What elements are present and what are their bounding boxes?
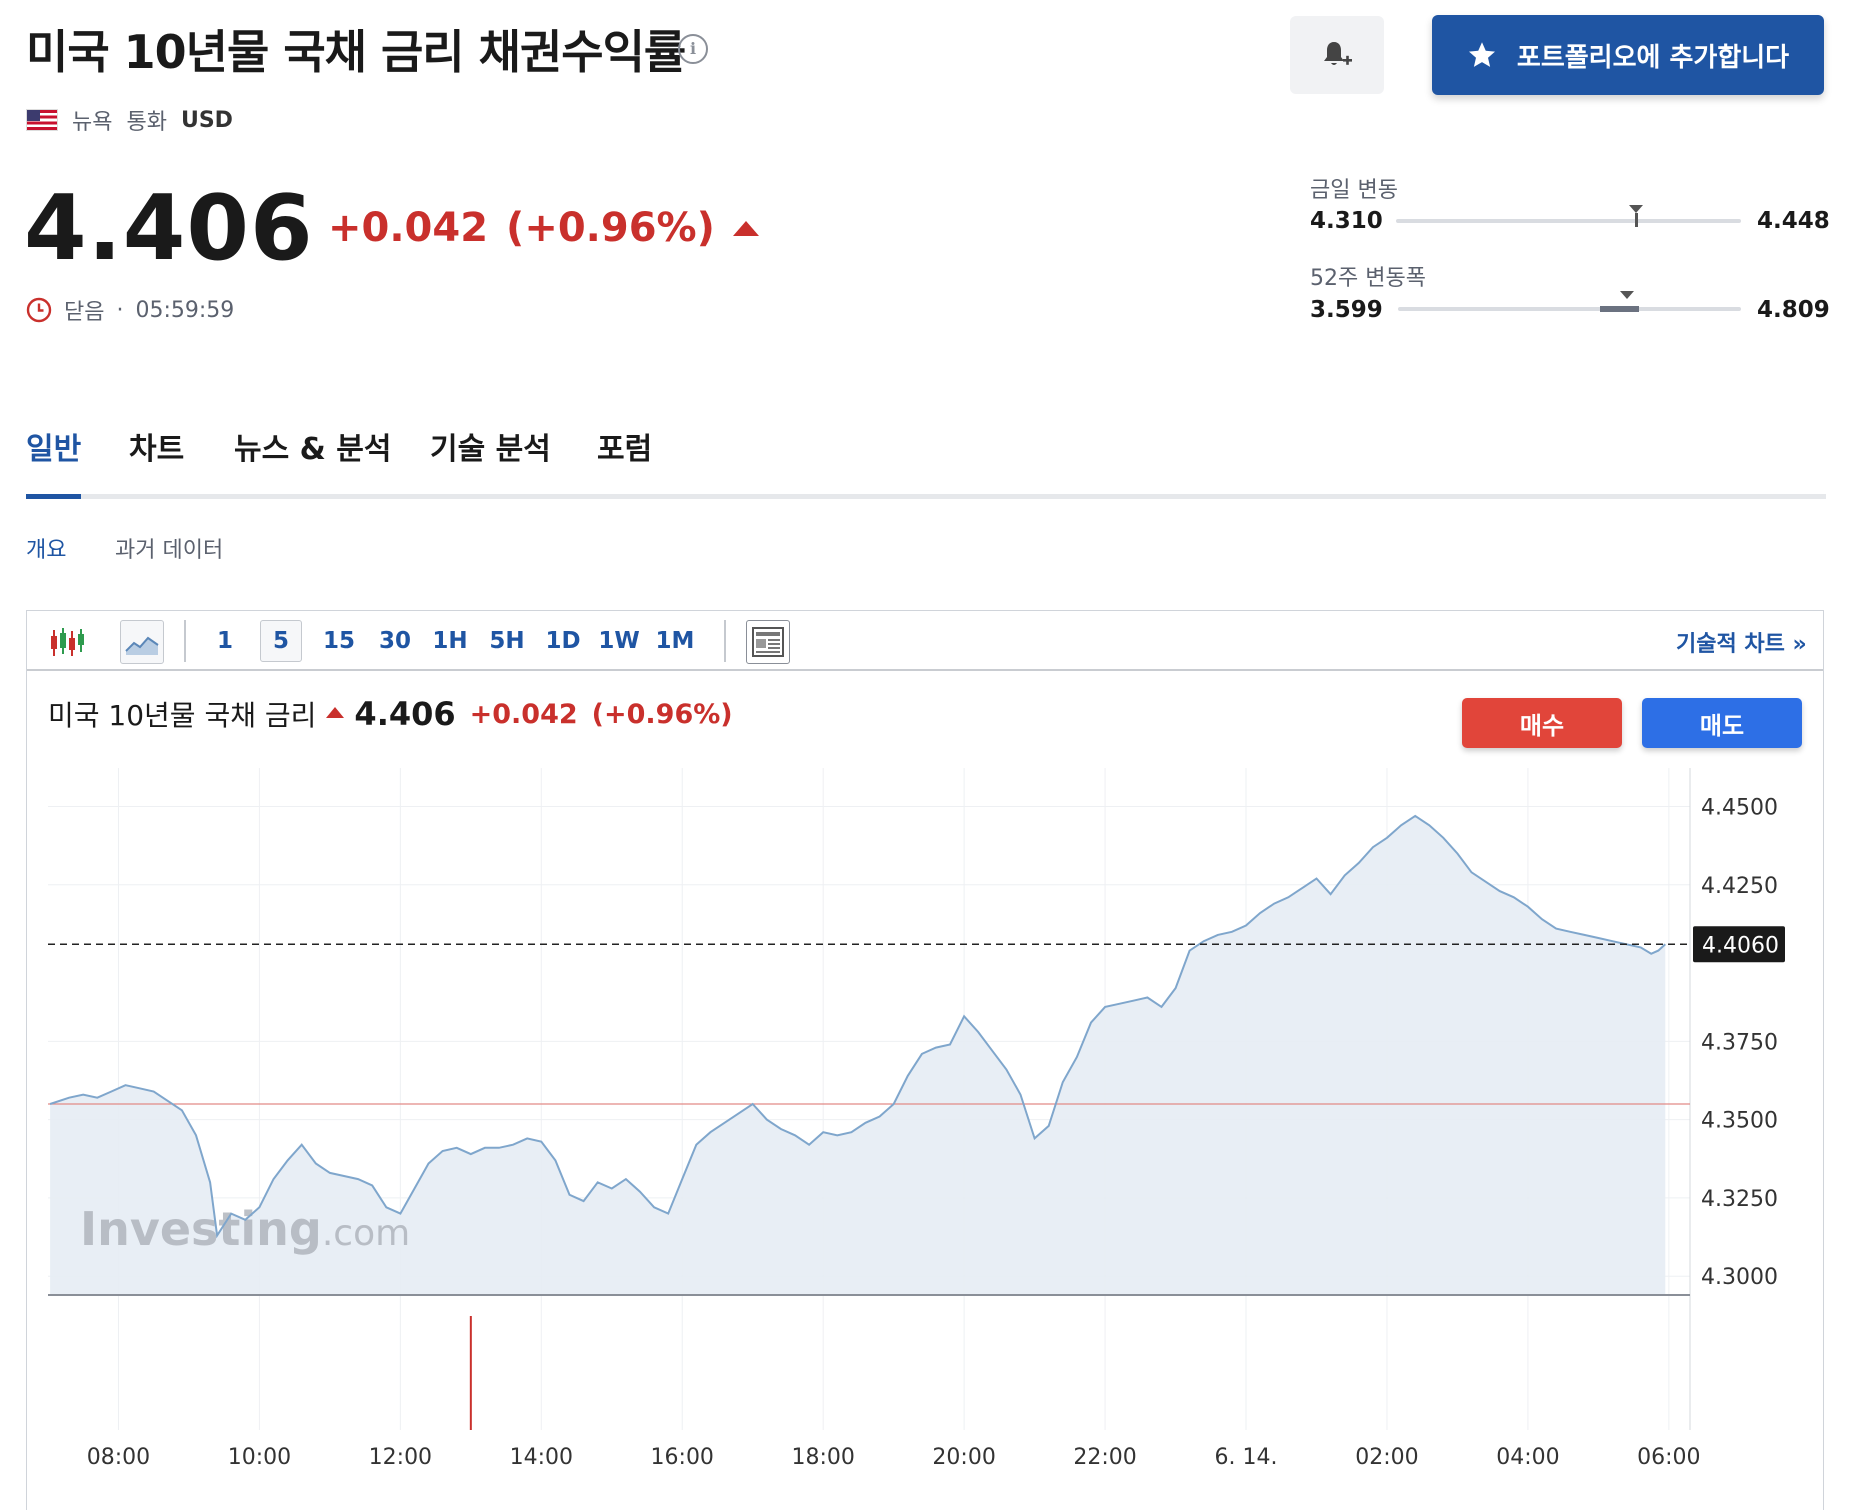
- sell-button[interactable]: 매도: [1642, 698, 1802, 748]
- tab-news-analysis[interactable]: 뉴스 & 분석: [234, 432, 392, 467]
- interval-1d-button[interactable]: 1D: [545, 628, 581, 654]
- status-time: 05:59:59: [135, 297, 235, 323]
- current-price-label-bg: [1693, 926, 1785, 963]
- chart-layout-button[interactable]: [746, 620, 790, 664]
- interval-1mo-button[interactable]: 1M: [655, 628, 695, 654]
- area-chart-icon: [125, 636, 159, 655]
- interval-30m-button[interactable]: 30: [378, 628, 411, 654]
- price-line: [49, 814, 1666, 1239]
- y-tick-label: 4.4250: [1701, 874, 1778, 899]
- star-icon: [1468, 42, 1495, 67]
- interval-5m-button[interactable]: 5: [260, 620, 302, 662]
- exchange-label: 뉴욕: [72, 110, 113, 135]
- tab-general[interactable]: 일반: [26, 432, 82, 467]
- x-tick-label: 6. 14.: [1215, 1445, 1278, 1470]
- interval-1m-button[interactable]: 1: [216, 628, 233, 654]
- chart-header: 미국 10년물 국채 금리 4.406 +0.042 (+0.96%): [48, 694, 733, 734]
- tab-chart[interactable]: 차트: [129, 432, 185, 467]
- y-tick-label: 4.3750: [1701, 1030, 1778, 1055]
- chart-price: 4.406: [354, 695, 456, 733]
- day-range-low: 4.310: [1310, 208, 1383, 234]
- chart-change-percent: (+0.96%): [591, 698, 733, 730]
- chart-frame: [26, 610, 1824, 1510]
- clock-icon: [26, 297, 52, 323]
- current-price-label: 4.4060: [1693, 926, 1785, 963]
- day-range-marker: [1629, 205, 1643, 213]
- currency-code: USD: [180, 107, 233, 133]
- toolbar-divider: [724, 620, 726, 662]
- chart-instrument-name: 미국 10년물 국채 금리: [48, 699, 317, 732]
- price-change: +0.042 (+0.96%): [328, 205, 759, 251]
- x-tick-label: 10:00: [228, 1445, 291, 1470]
- change-percent: (+0.96%): [506, 205, 715, 251]
- area-chart-button[interactable]: [120, 620, 164, 664]
- tab-technical-analysis[interactable]: 기술 분석: [430, 432, 551, 467]
- y-tick-label: 4.3250: [1701, 1187, 1778, 1212]
- x-tick-label: 16:00: [651, 1445, 714, 1470]
- subtab-historical-data[interactable]: 과거 데이터: [115, 538, 224, 563]
- x-tick-label: 12:00: [369, 1445, 432, 1470]
- y-tick-label: 4.3500: [1701, 1109, 1778, 1134]
- x-tick-label: 20:00: [932, 1445, 995, 1470]
- layout-icon: [752, 627, 784, 657]
- current-price-label-text: 4.4060: [1702, 933, 1779, 958]
- x-axis: 08:00 10:00 12:00 14:00 16:00 18:00 20:00 22:00…: [87, 1445, 1701, 1470]
- us-flag-icon: [26, 109, 58, 131]
- technical-chart-link[interactable]: 기술적 차트 »: [1676, 632, 1807, 657]
- x-tick-label: 08:00: [87, 1445, 150, 1470]
- week52-range-label: 52주 변동폭: [1310, 266, 1426, 291]
- currency-label: 통화: [126, 110, 167, 135]
- active-tab-indicator: [26, 494, 81, 499]
- day-range-tick: [1634, 213, 1638, 227]
- change-value: +0.042: [328, 205, 489, 251]
- add-to-portfolio-label: 포트폴리오에 추가합니다: [1516, 42, 1790, 73]
- x-tick-label: 22:00: [1073, 1445, 1136, 1470]
- day-range-label: 금일 변동: [1310, 178, 1398, 203]
- x-tick-label: 06:00: [1637, 1445, 1700, 1470]
- watermark: Investing.com: [80, 1202, 410, 1256]
- tab-divider: [26, 494, 1826, 499]
- candlestick-icon: [51, 628, 84, 656]
- week52-range-marker: [1619, 291, 1634, 299]
- interval-5h-button[interactable]: 5H: [489, 628, 525, 654]
- week52-range-high: 4.809: [1757, 297, 1830, 323]
- up-arrow-icon: [326, 706, 345, 718]
- interval-1h-button[interactable]: 1H: [432, 628, 468, 654]
- toolbar-divider: [184, 620, 186, 662]
- market-status: 닫음 · 05:59:59: [26, 294, 234, 326]
- week52-range-low: 3.599: [1310, 297, 1383, 323]
- interval-1w-button[interactable]: 1W: [598, 628, 640, 654]
- chart-toolbar: [27, 611, 1823, 671]
- buy-button[interactable]: 매수: [1462, 698, 1622, 748]
- subtab-overview[interactable]: 개요: [26, 538, 67, 563]
- add-alert-button[interactable]: [1290, 16, 1384, 94]
- day-range-high: 4.448: [1757, 208, 1830, 234]
- up-arrow-icon: [732, 220, 759, 236]
- x-tick-label: 02:00: [1355, 1445, 1418, 1470]
- info-icon[interactable]: i: [678, 34, 708, 64]
- interval-15m-button[interactable]: 15: [322, 628, 355, 654]
- x-tick-label: 18:00: [791, 1445, 854, 1470]
- add-to-portfolio-button[interactable]: 포트폴리오에 추가합니다: [1432, 15, 1824, 95]
- tab-forum[interactable]: 포럼: [597, 432, 653, 467]
- week52-range-fill: [1599, 306, 1639, 312]
- chart-change: +0.042: [469, 698, 578, 730]
- y-axis: 4.4500 4.4250 4.3750 4.3500 4.3250 4.3000: [1701, 796, 1778, 1291]
- x-tick-label: 04:00: [1496, 1445, 1559, 1470]
- instrument-meta: 뉴욕 통화 USD: [26, 104, 233, 136]
- price-area: [50, 815, 1666, 1295]
- x-tick-label: 14:00: [510, 1445, 573, 1470]
- y-tick-label: 4.4500: [1701, 796, 1778, 821]
- status-text: 닫음: [64, 300, 105, 325]
- last-price: 4.406: [24, 176, 314, 281]
- candlestick-chart-button[interactable]: [48, 622, 88, 662]
- bell-plus-icon: [1324, 42, 1352, 65]
- instrument-title: 미국 10년물 국채 금리 채권수익률: [26, 25, 686, 79]
- day-range-bar: [1396, 205, 1741, 227]
- week52-range-bar: [1398, 291, 1741, 312]
- y-tick-label: 4.3000: [1701, 1265, 1778, 1290]
